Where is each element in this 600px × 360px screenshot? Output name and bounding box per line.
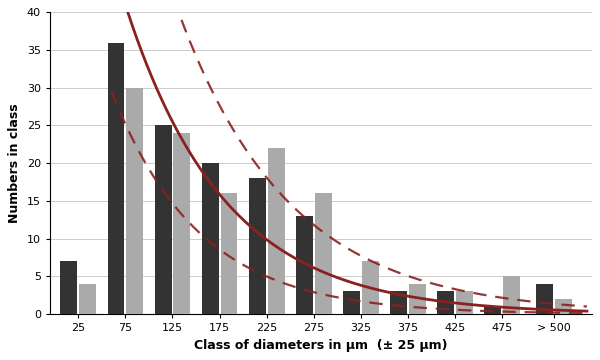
Bar — [484, 306, 501, 314]
Bar — [127, 88, 143, 314]
Bar — [555, 299, 572, 314]
Bar — [107, 42, 124, 314]
Bar — [315, 193, 332, 314]
Bar — [61, 261, 77, 314]
Bar — [362, 261, 379, 314]
Bar — [456, 292, 473, 314]
Bar — [249, 178, 266, 314]
Bar — [202, 163, 218, 314]
Bar — [343, 292, 360, 314]
Bar — [173, 133, 190, 314]
Bar — [221, 193, 238, 314]
Bar — [437, 292, 454, 314]
Bar — [268, 148, 284, 314]
Bar — [296, 216, 313, 314]
Bar — [536, 284, 553, 314]
Bar — [390, 292, 407, 314]
Bar — [409, 284, 426, 314]
Bar — [155, 126, 172, 314]
X-axis label: Class of diameters in μm  (± 25 μm): Class of diameters in μm (± 25 μm) — [194, 339, 448, 352]
Bar — [503, 276, 520, 314]
Bar — [79, 284, 96, 314]
Y-axis label: Numbers in class: Numbers in class — [8, 103, 22, 223]
